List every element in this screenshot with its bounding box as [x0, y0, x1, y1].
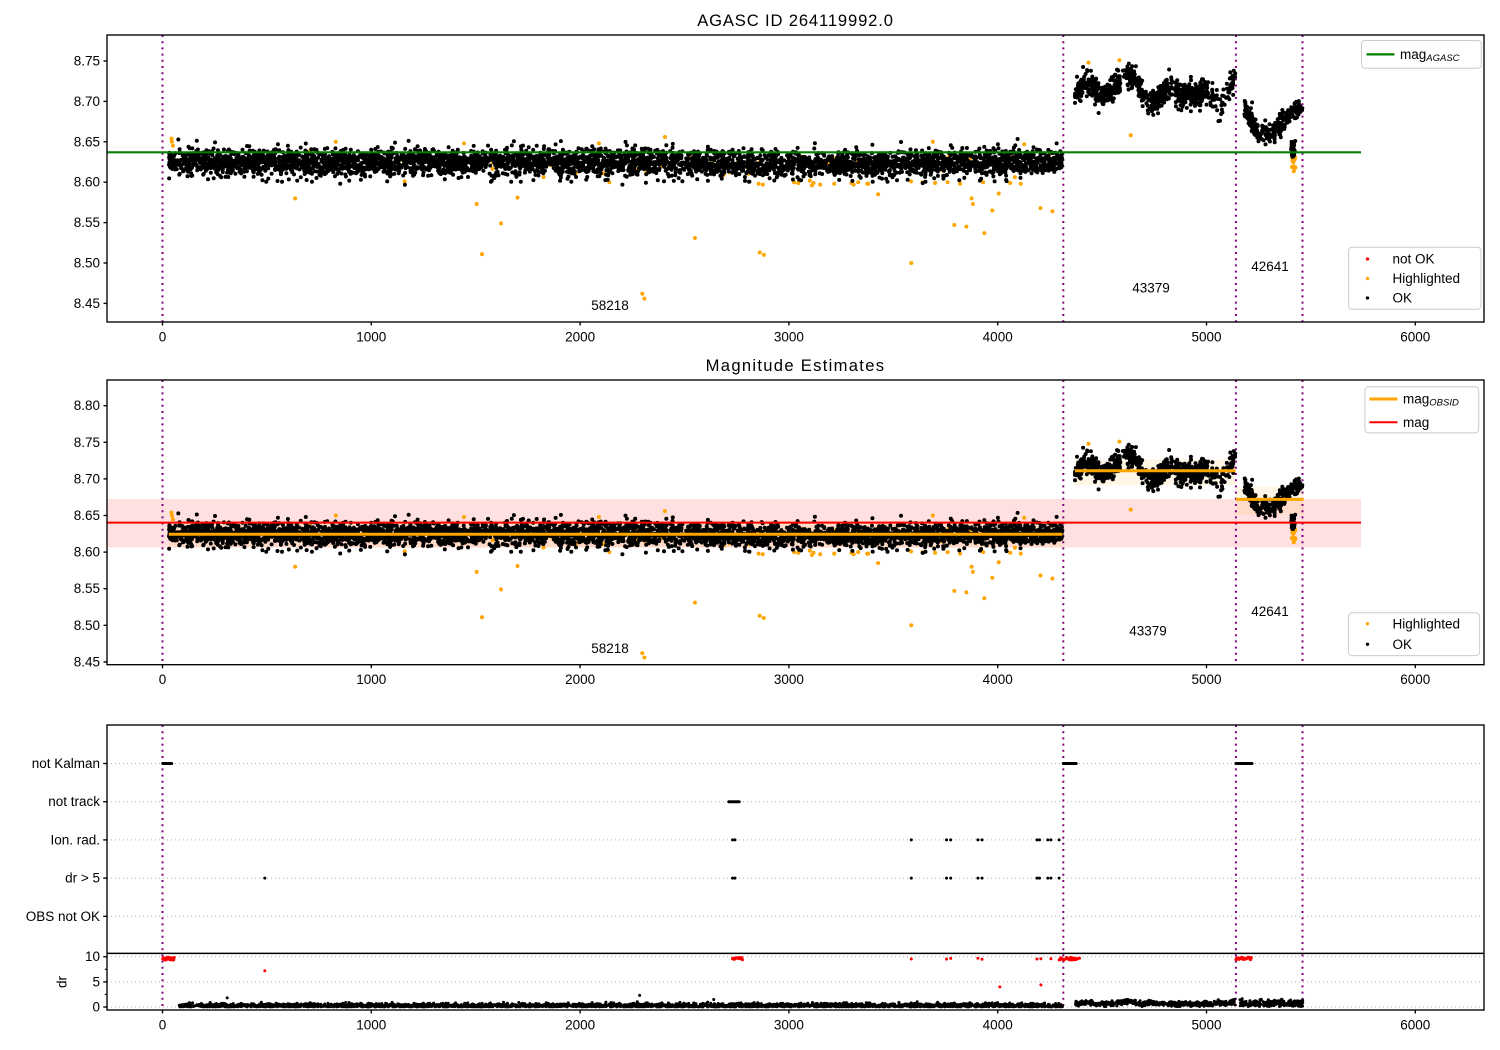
- svg-text:3000: 3000: [774, 672, 804, 687]
- svg-text:5000: 5000: [1191, 329, 1221, 344]
- svg-text:8.80: 8.80: [74, 398, 100, 413]
- svg-text:5: 5: [92, 974, 100, 989]
- svg-text:dr: dr: [54, 975, 69, 988]
- svg-text:58218: 58218: [591, 298, 629, 313]
- svg-text:Highlighted: Highlighted: [1393, 616, 1461, 631]
- svg-text:1000: 1000: [356, 329, 386, 344]
- svg-text:not OK: not OK: [1393, 252, 1435, 267]
- svg-text:8.65: 8.65: [74, 134, 100, 149]
- svg-text:10: 10: [85, 949, 100, 964]
- svg-text:8.55: 8.55: [74, 581, 100, 596]
- svg-text:OK: OK: [1393, 637, 1413, 652]
- svg-text:8.50: 8.50: [74, 618, 100, 633]
- svg-text:1000: 1000: [356, 672, 386, 687]
- svg-text:4000: 4000: [983, 1017, 1013, 1032]
- svg-text:58218: 58218: [591, 641, 629, 656]
- svg-text:OK: OK: [1393, 291, 1413, 306]
- svg-text:43379: 43379: [1132, 281, 1170, 296]
- svg-text:8.45: 8.45: [74, 296, 100, 311]
- svg-text:3000: 3000: [774, 329, 804, 344]
- svg-text:0: 0: [159, 672, 167, 687]
- svg-text:6000: 6000: [1400, 329, 1430, 344]
- svg-text:0: 0: [159, 1017, 167, 1032]
- svg-text:8.70: 8.70: [74, 94, 100, 109]
- svg-text:0: 0: [159, 329, 167, 344]
- svg-text:6000: 6000: [1400, 672, 1430, 687]
- svg-text:3000: 3000: [774, 1017, 804, 1032]
- svg-text:8.45: 8.45: [74, 654, 100, 669]
- svg-text:2000: 2000: [565, 329, 595, 344]
- svg-text:8.65: 8.65: [74, 508, 100, 523]
- svg-text:AGASC ID 264119992.0: AGASC ID 264119992.0: [697, 11, 894, 30]
- svg-text:43379: 43379: [1129, 624, 1167, 639]
- svg-text:8.70: 8.70: [74, 471, 100, 486]
- svg-text:2000: 2000: [565, 1017, 595, 1032]
- svg-text:42641: 42641: [1251, 259, 1289, 274]
- svg-text:8.75: 8.75: [74, 435, 100, 450]
- svg-text:OBS not OK: OBS not OK: [26, 909, 100, 924]
- svg-text:Highlighted: Highlighted: [1393, 271, 1461, 286]
- svg-text:4000: 4000: [983, 672, 1013, 687]
- svg-text:2000: 2000: [565, 672, 595, 687]
- svg-text:not track: not track: [48, 794, 100, 809]
- svg-text:Magnitude Estimates: Magnitude Estimates: [706, 356, 886, 375]
- svg-text:5000: 5000: [1191, 672, 1221, 687]
- svg-text:mag: mag: [1403, 415, 1429, 430]
- svg-text:Ion. rad.: Ion. rad.: [50, 832, 100, 847]
- svg-text:8.60: 8.60: [74, 545, 100, 560]
- svg-text:8.50: 8.50: [74, 256, 100, 271]
- svg-text:4000: 4000: [983, 329, 1013, 344]
- svg-text:not Kalman: not Kalman: [32, 756, 100, 771]
- svg-text:8.55: 8.55: [74, 215, 100, 230]
- svg-text:1000: 1000: [356, 1017, 386, 1032]
- svg-text:8.75: 8.75: [74, 54, 100, 69]
- svg-text:6000: 6000: [1400, 1017, 1430, 1032]
- svg-text:5000: 5000: [1191, 1017, 1221, 1032]
- svg-text:0: 0: [92, 1000, 100, 1015]
- svg-text:42641: 42641: [1251, 604, 1289, 619]
- svg-text:dr > 5: dr > 5: [65, 871, 100, 886]
- svg-text:8.60: 8.60: [74, 175, 100, 190]
